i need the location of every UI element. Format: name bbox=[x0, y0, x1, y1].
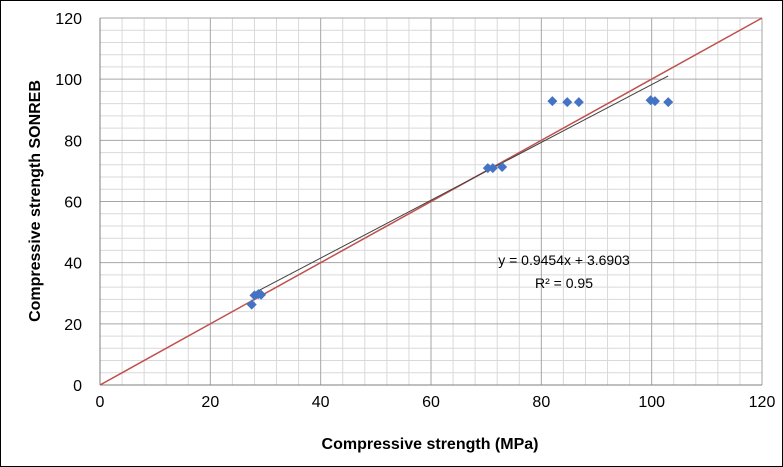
data-point bbox=[487, 163, 498, 174]
y-tick-label: 20 bbox=[64, 317, 82, 334]
reference-line bbox=[99, 17, 763, 386]
data-point bbox=[246, 299, 257, 310]
x-axis-title: Compressive strength (MPa) bbox=[322, 436, 539, 453]
y-tick-label: 40 bbox=[64, 256, 82, 273]
x-tick-label: 120 bbox=[749, 394, 776, 411]
y-tick-label: 80 bbox=[64, 133, 82, 150]
regression-equation: y = 0.9454x + 3.6903 bbox=[498, 252, 630, 268]
x-tick-label: 40 bbox=[312, 394, 330, 411]
y-tick-label: 120 bbox=[55, 11, 82, 28]
x-tick-labels: 0 20 40 60 80 100 120 bbox=[96, 394, 776, 411]
r-squared: R² = 0.95 bbox=[535, 275, 593, 291]
fit-lines bbox=[99, 17, 763, 386]
axes bbox=[99, 18, 762, 386]
trendline bbox=[254, 75, 669, 294]
y-tick-labels: 0 20 40 60 80 100 120 bbox=[55, 11, 82, 395]
data-point bbox=[649, 96, 660, 107]
x-tick-label: 100 bbox=[638, 394, 665, 411]
data-point bbox=[663, 97, 674, 108]
y-axis-title: Compressive strength SONREB bbox=[27, 80, 44, 322]
data-point bbox=[573, 97, 584, 108]
data-point bbox=[249, 290, 260, 301]
x-tick-label: 60 bbox=[422, 394, 440, 411]
x-tick-label: 80 bbox=[532, 394, 550, 411]
data-point bbox=[256, 289, 267, 300]
y-tick-label: 60 bbox=[64, 195, 82, 212]
x-tick-label: 0 bbox=[96, 394, 105, 411]
data-point bbox=[547, 96, 558, 107]
y-tick-label: 100 bbox=[55, 72, 82, 89]
data-point bbox=[497, 161, 508, 172]
data-point bbox=[562, 97, 573, 108]
data-points bbox=[246, 95, 674, 310]
x-tick-label: 20 bbox=[201, 394, 219, 411]
y-tick-label: 0 bbox=[73, 378, 82, 395]
